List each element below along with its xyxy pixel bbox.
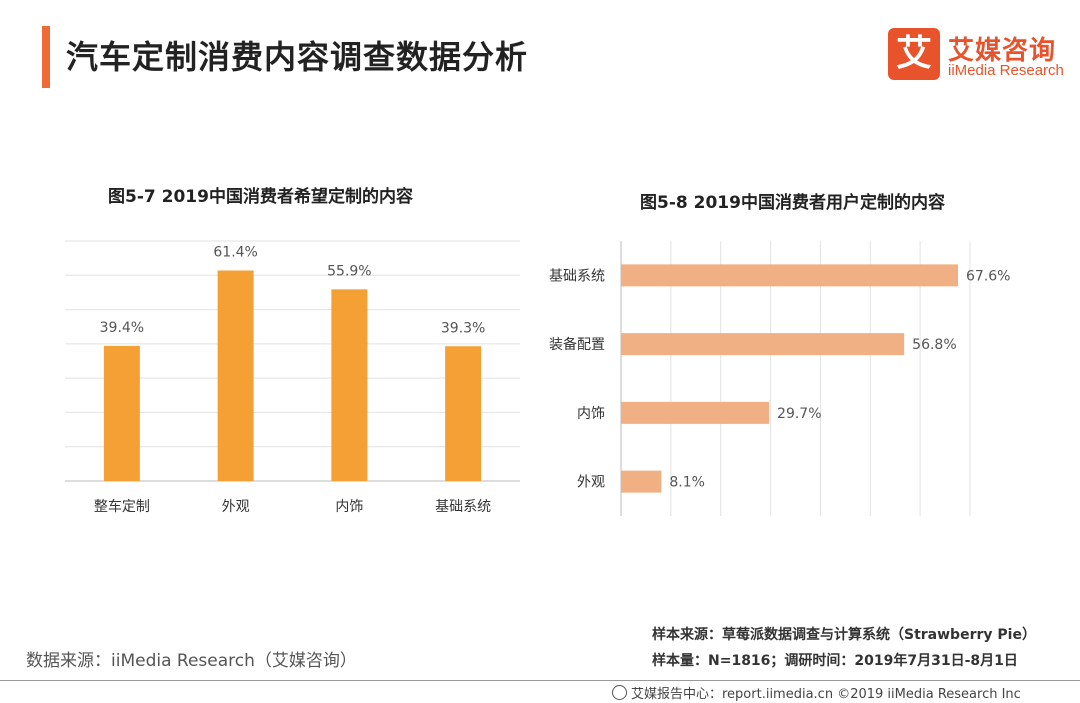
left-data-label: 61.4% [213, 244, 257, 260]
right-data-label: 56.8% [912, 337, 956, 353]
left-data-label: 55.9% [327, 263, 371, 279]
left-data-label: 39.4% [100, 320, 144, 336]
right-category-label: 外观 [577, 475, 605, 491]
left-bar [103, 345, 140, 481]
footer-copyright: 艾媒报告中心：report.iimedia.cn ©2019 iiMedia R… [612, 683, 1021, 702]
left-data-label: 39.3% [441, 320, 485, 336]
right-category-label: 内饰 [577, 406, 605, 422]
left-category-label: 外观 [222, 499, 250, 515]
copyright-text: 艾媒报告中心：report.iimedia.cn ©2019 iiMedia R… [631, 687, 1021, 702]
right-chart-title: 图5-8 2019中国消费者用户定制的内容 [640, 193, 945, 213]
logo-en-text: iiMedia Research [948, 62, 1064, 79]
sample-source-note: 样本来源：草莓派数据调查与计算系统（Strawberry Pie） [652, 627, 1036, 643]
sample-size-note: 样本量：N=1816；调研时间：2019年7月31日-8月1日 [652, 653, 1018, 669]
right-data-label: 67.6% [966, 268, 1010, 284]
right-bar [621, 470, 662, 493]
title-accent-bar [42, 26, 50, 88]
iimedia-logo: 艾 艾媒咨询 iiMedia Research [888, 28, 1068, 84]
left-chart-title: 图5-7 2019中国消费者希望定制的内容 [108, 187, 413, 207]
left-category-label: 内饰 [335, 499, 363, 515]
globe-icon [612, 685, 627, 700]
right-data-label: 8.1% [669, 475, 705, 491]
logo-mark: 艾 [888, 28, 940, 80]
right-bar [621, 401, 770, 424]
right-bar [621, 333, 905, 356]
right-category-label: 基础系统 [549, 267, 605, 284]
right-bar [621, 264, 958, 287]
right-data-label: 29.7% [777, 406, 821, 422]
right-category-label: 装备配置 [549, 336, 605, 353]
left-bar [217, 270, 254, 481]
page-title: 汽车定制消费内容调查数据分析 [66, 38, 529, 76]
left-bar [331, 289, 368, 481]
left-bar [445, 346, 482, 481]
left-category-label: 整车定制 [94, 498, 150, 515]
footer-divider [0, 680, 1080, 681]
left-category-label: 基础系统 [435, 498, 491, 515]
logo-cn-text: 艾媒咨询 [948, 36, 1057, 66]
data-source-note: 数据来源：iiMedia Research（艾媒咨询） [26, 651, 357, 671]
